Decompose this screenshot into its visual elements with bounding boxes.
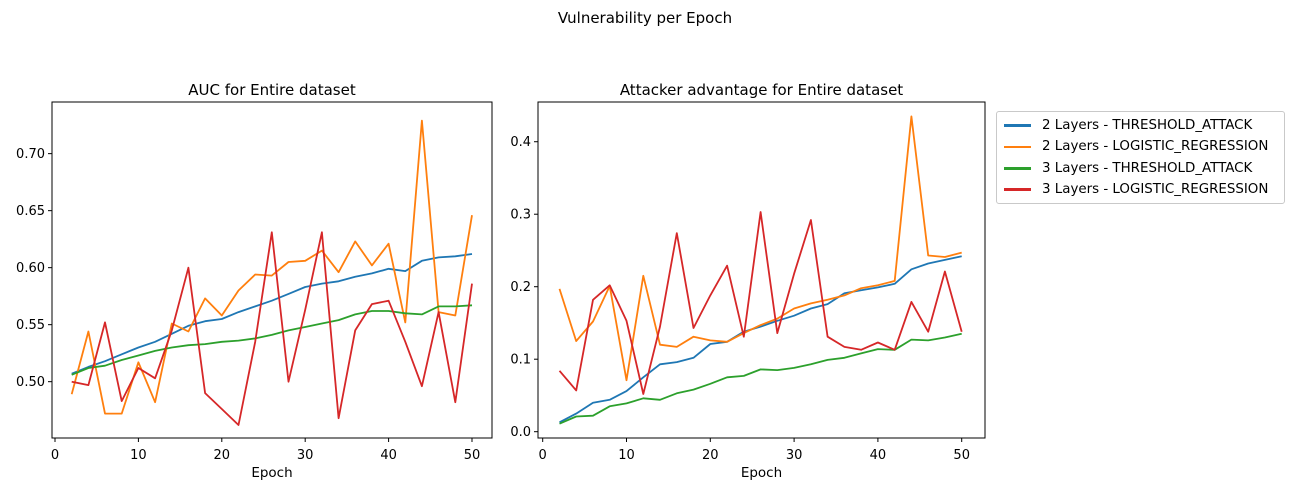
axes-frame <box>51 101 493 439</box>
legend: 2 Layers - THRESHOLD_ATTACK 2 Layers - L… <box>996 111 1285 205</box>
x-tick-label: 40 <box>380 448 397 463</box>
series-line-2 <box>71 304 473 376</box>
legend-line-swatch-red <box>1004 188 1031 191</box>
x-tick-label: 50 <box>464 448 481 463</box>
legend-line-swatch-green <box>1004 166 1031 170</box>
legend-item-label: 2 Layers - THRESHOLD_ATTACK <box>1042 118 1253 134</box>
chart-title-auc: AUC for Entire dataset <box>188 81 356 99</box>
series-line-3 <box>558 211 963 395</box>
legend-item: 3 Layers - LOGISTIC_REGRESSION <box>997 179 1284 200</box>
axes-frame <box>537 101 986 439</box>
y-tick-label: 0.55 <box>16 318 45 333</box>
legend-line-swatch-orange <box>1004 145 1031 149</box>
x-tick-label: 30 <box>786 448 803 463</box>
y-tick-label: 0.4 <box>510 135 531 150</box>
x-axis-label: Epoch <box>741 465 782 481</box>
x-tick-label: 0 <box>539 448 547 463</box>
series-line-1 <box>558 115 962 382</box>
series-line-3 <box>71 231 473 426</box>
y-tick-label: 0.2 <box>510 280 531 295</box>
legend-item: 2 Layers - LOGISTIC_REGRESSION <box>997 136 1284 157</box>
y-tick-label: 0.50 <box>16 375 45 390</box>
legend-item: 3 Layers - THRESHOLD_ATTACK <box>997 158 1284 179</box>
chart-attacker-advantage-plot: 0 10 20 30 40 50 0.0 0.1 0.2 0.3 0.4 Epoch <box>510 101 986 481</box>
legend-line-swatch-blue <box>1004 124 1031 127</box>
chart-auc-plot: 0 10 20 30 40 50 0.50 0.55 0.60 0.65 0.70 Epoch <box>16 101 493 481</box>
figure-title: Vulnerability per Epoch <box>557 9 733 27</box>
series-line-0 <box>71 253 473 375</box>
x-tick-label: 20 <box>702 448 719 463</box>
series-line-0 <box>559 255 962 424</box>
x-tick-label: 50 <box>953 448 970 463</box>
y-tick-label: 0.0 <box>510 425 531 440</box>
x-tick-label: 20 <box>214 448 231 463</box>
series-line-1 <box>70 119 473 415</box>
x-tick-label: 10 <box>618 448 635 463</box>
legend-item-label: 3 Layers - LOGISTIC_REGRESSION <box>1042 182 1269 198</box>
x-axis-label: Epoch <box>251 465 292 481</box>
x-tick-label: 40 <box>870 448 887 463</box>
x-tick-label: 10 <box>130 448 147 463</box>
legend-item: 2 Layers - THRESHOLD_ATTACK <box>997 115 1284 136</box>
y-tick-label: 0.65 <box>16 204 45 219</box>
y-tick-label: 0.1 <box>510 353 531 368</box>
y-tick-label: 0.60 <box>16 261 45 276</box>
x-tick-label: 0 <box>51 448 59 463</box>
y-tick-label: 0.70 <box>16 147 45 162</box>
legend-item-label: 2 Layers - LOGISTIC_REGRESSION <box>1042 139 1269 155</box>
chart-title-attacker-advantage: Attacker advantage for Entire dataset <box>619 81 904 99</box>
y-tick-label: 0.3 <box>510 208 531 223</box>
x-tick-label: 30 <box>297 448 314 463</box>
legend-item-label: 3 Layers - THRESHOLD_ATTACK <box>1042 160 1253 176</box>
